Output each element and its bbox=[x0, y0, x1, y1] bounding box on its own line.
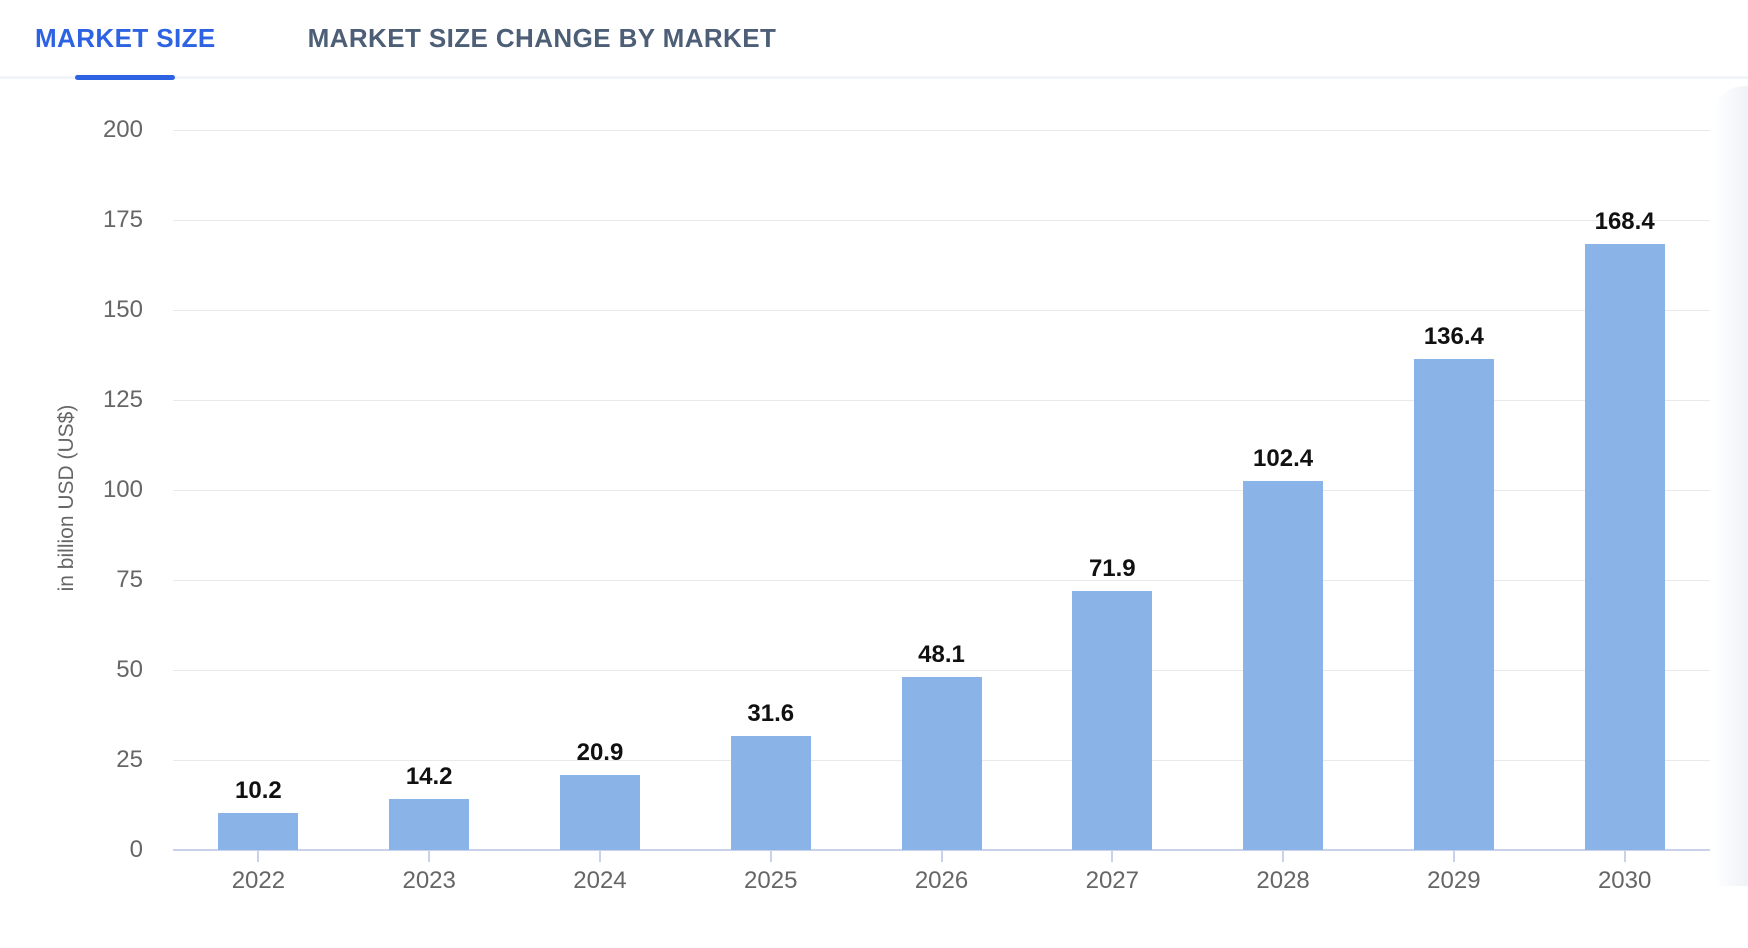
x-axis-tick bbox=[598, 851, 601, 862]
x-axis-label-2023: 2023 bbox=[402, 867, 456, 894]
y-tick-label-50: 50 bbox=[116, 656, 143, 683]
bar-series: 10.2 14.2 20.9 31.6 48.1 71.9 102.4 136.4 168.4 bbox=[173, 130, 1710, 850]
x-axis-label-2025: 2025 bbox=[744, 867, 798, 894]
x-axis-label-2022: 2022 bbox=[231, 867, 286, 894]
bar-slot: 71.9 bbox=[1027, 130, 1198, 850]
x-axis-slot: 2022 bbox=[173, 851, 344, 895]
bar-value-label: 71.9 bbox=[1088, 555, 1136, 583]
bar-value-label: 14.2 bbox=[405, 762, 453, 790]
x-axis-tick bbox=[1452, 851, 1455, 862]
x-axis-tick bbox=[940, 851, 943, 862]
bar-value-label: 48.1 bbox=[918, 640, 965, 668]
tab-market-size-change-label: MARKET SIZE CHANGE BY MARKET bbox=[307, 22, 777, 53]
bar-slot: 102.4 bbox=[1198, 130, 1369, 850]
bar-slot: 136.4 bbox=[1368, 130, 1539, 850]
bar-value-label: 102.4 bbox=[1253, 445, 1314, 473]
right-edge-fade bbox=[1714, 86, 1748, 886]
x-axis: 2022 2023 2024 2025 2026 2027 2028 2029 2030 bbox=[173, 851, 1710, 895]
bar-value-label: 20.9 bbox=[576, 738, 624, 766]
x-axis-slot: 2028 bbox=[1198, 851, 1369, 895]
x-axis-slot: 2030 bbox=[1539, 851, 1710, 895]
bar-value-label: 168.4 bbox=[1594, 207, 1655, 235]
x-axis-slot: 2027 bbox=[1027, 851, 1198, 895]
gridline-75 bbox=[173, 580, 1710, 581]
bar-value-label: 136.4 bbox=[1423, 322, 1484, 350]
tab-market-size[interactable]: MARKET SIZE bbox=[35, 0, 216, 80]
x-axis-tick bbox=[428, 851, 431, 862]
bar-2023[interactable]: 14.2 bbox=[389, 763, 470, 850]
x-axis-slot: 2029 bbox=[1368, 851, 1539, 895]
gridline-175 bbox=[173, 220, 1710, 221]
bar-2022[interactable]: 10.2 bbox=[218, 777, 299, 850]
bar-2028[interactable]: 102.4 bbox=[1243, 445, 1324, 850]
y-tick-label-200: 200 bbox=[102, 116, 143, 143]
active-tab-underline bbox=[75, 75, 176, 80]
x-axis-slot: 2024 bbox=[515, 851, 686, 895]
tab-market-size-label: MARKET SIZE bbox=[35, 22, 216, 53]
bar-slot: 31.6 bbox=[685, 130, 856, 850]
bar-value-label: 31.6 bbox=[747, 700, 795, 728]
bar-2027[interactable]: 71.9 bbox=[1072, 555, 1153, 850]
x-axis-tick bbox=[1282, 851, 1285, 862]
x-axis-slot: 2023 bbox=[344, 851, 515, 895]
bar-slot: 20.9 bbox=[515, 130, 686, 850]
bar-slot: 168.4 bbox=[1539, 130, 1710, 850]
bar-2030[interactable]: 168.4 bbox=[1584, 208, 1665, 850]
y-tick-label-25: 25 bbox=[116, 746, 143, 773]
y-tick-label-100: 100 bbox=[102, 476, 143, 503]
x-axis-tick bbox=[769, 851, 772, 862]
tab-market-size-change-by-market[interactable]: MARKET SIZE CHANGE BY MARKET bbox=[308, 0, 777, 76]
x-axis-slot: 2025 bbox=[685, 851, 856, 895]
y-tick-label-175: 175 bbox=[102, 206, 143, 233]
bar-slot: 48.1 bbox=[856, 130, 1027, 850]
gridline-200 bbox=[173, 130, 1710, 131]
y-tick-label-0: 0 bbox=[129, 836, 143, 863]
x-axis-slot: 2026 bbox=[856, 851, 1027, 895]
y-axis-tick-labels: 0 25 50 75 100 125 150 175 200 bbox=[0, 116, 143, 863]
x-axis-label-2030: 2030 bbox=[1597, 867, 1652, 894]
x-axis-tick bbox=[257, 851, 260, 862]
y-tick-label-125: 125 bbox=[102, 386, 143, 413]
bar-slot: 10.2 bbox=[173, 130, 344, 850]
x-axis-label-2026: 2026 bbox=[914, 867, 969, 894]
gridline-125 bbox=[173, 400, 1710, 401]
bar-2026[interactable]: 48.1 bbox=[901, 641, 982, 850]
bar-2024[interactable]: 20.9 bbox=[559, 739, 640, 850]
tab-bar: MARKET SIZE MARKET SIZE CHANGE BY MARKET bbox=[0, 0, 1748, 80]
bar-slot: 14.2 bbox=[344, 130, 515, 850]
bar-value-label: 10.2 bbox=[235, 777, 282, 805]
bar-2025[interactable]: 31.6 bbox=[730, 700, 811, 850]
bar-2029[interactable]: 136.4 bbox=[1413, 323, 1494, 850]
y-tick-label-75: 75 bbox=[116, 566, 143, 593]
y-tick-label-150: 150 bbox=[102, 296, 143, 323]
gridline-50 bbox=[173, 670, 1710, 671]
x-axis-label-2029: 2029 bbox=[1427, 867, 1481, 894]
x-axis-label-2028: 2028 bbox=[1256, 867, 1310, 894]
gridline-100 bbox=[173, 490, 1710, 491]
x-axis-label-2024: 2024 bbox=[573, 867, 627, 894]
x-axis-tick bbox=[1623, 851, 1626, 862]
x-axis-label-2027: 2027 bbox=[1085, 867, 1139, 894]
gridline-150 bbox=[173, 310, 1710, 311]
x-axis-tick bbox=[1111, 851, 1114, 862]
x-axis-line bbox=[173, 849, 1710, 851]
